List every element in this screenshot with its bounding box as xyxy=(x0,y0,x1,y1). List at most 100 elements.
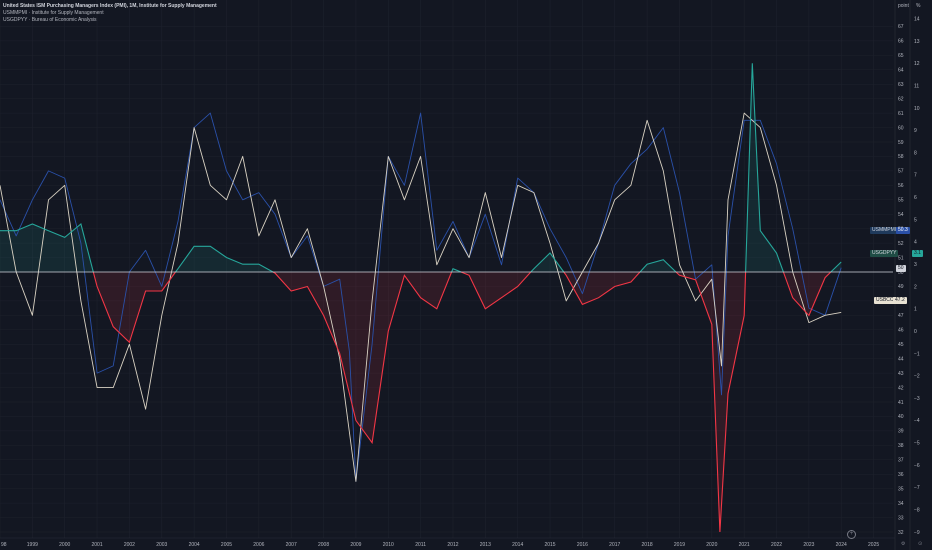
left-axis-ticks: 3233343536373839404142434445464748495051… xyxy=(898,24,904,536)
left-tick-label: 32 xyxy=(898,530,904,536)
left-tick-label: 60 xyxy=(898,125,904,131)
right-tick-label: 5 xyxy=(914,217,917,223)
left-tick-label: 39 xyxy=(898,429,904,435)
pmi-series-line xyxy=(0,112,842,482)
x-tick-label: 2016 xyxy=(577,542,588,548)
legend-title: United States ISM Purchasing Managers In… xyxy=(3,3,217,9)
left-tick-label: 52 xyxy=(898,241,904,247)
pmi-name-tag: USMMPMI xyxy=(870,227,899,234)
x-tick-label: 2002 xyxy=(124,542,135,548)
x-tick-label: 2013 xyxy=(480,542,491,548)
right-tick-label: 2 xyxy=(914,284,917,290)
x-tick-label: 2001 xyxy=(92,542,103,548)
add-plus-button[interactable]: + xyxy=(847,530,856,539)
x-tick-label: 2019 xyxy=(674,542,685,548)
legend-series-pmi: USMMPMI · Institute for Supply Managemen… xyxy=(3,10,104,16)
gdp-area xyxy=(0,63,842,532)
settings-gear-icon[interactable]: ⚙ xyxy=(901,541,906,547)
x-tick-label: 2009 xyxy=(350,542,361,548)
right-tick-label: −6 xyxy=(914,463,920,469)
right-tick-label: 3 xyxy=(914,262,917,268)
gdp-area-negative xyxy=(273,272,452,443)
chart-legend: United States ISM Purchasing Managers In… xyxy=(3,3,217,24)
left-tick-label: 37 xyxy=(898,458,904,464)
right-tick-label: 8 xyxy=(914,150,917,156)
left-tick-label: 55 xyxy=(898,198,904,204)
right-tick-label: 1 xyxy=(914,307,917,313)
left-tick-label: 51 xyxy=(898,255,904,261)
left-tick-label: 34 xyxy=(898,501,904,507)
left-tick-label: 65 xyxy=(898,53,904,59)
left-tick-label: 59 xyxy=(898,140,904,146)
right-tick-label: −5 xyxy=(914,441,920,447)
x-tick-label: 2008 xyxy=(318,542,329,548)
x-tick-label: 2007 xyxy=(286,542,297,548)
x-tick-label: 2000 xyxy=(59,542,70,548)
gdp-line-positive xyxy=(530,252,565,273)
cli-series-line xyxy=(0,112,842,482)
gdp-line-negative xyxy=(92,271,176,344)
right-tick-label: −1 xyxy=(914,351,920,357)
x-tick-label: 2022 xyxy=(771,542,782,548)
gdp-line-positive xyxy=(175,245,274,273)
x-tick-label: 2023 xyxy=(803,542,814,548)
x-tick-label: 2015 xyxy=(544,542,555,548)
left-tick-label: 43 xyxy=(898,371,904,377)
cli-name-tag: USBCOI xyxy=(874,297,898,304)
legend-series-gdp: USGDPYY · Bureau of Economic Analysis xyxy=(3,17,97,23)
right-tick-label: 6 xyxy=(914,195,917,201)
x-axis-ticks: 98 1999 2000 2001 2002 2003 2004 2005 2006 2007 20… xyxy=(1,542,879,548)
left-tick-label: 38 xyxy=(898,443,904,449)
right-tick-label: 12 xyxy=(914,61,920,67)
right-tick-label: 14 xyxy=(914,16,920,22)
left-tick-label: 44 xyxy=(898,356,904,362)
gdp-area-negative xyxy=(783,272,831,316)
cli-value-tag: 47.2 xyxy=(893,297,907,304)
left-tick-label: 49 xyxy=(898,284,904,290)
left-tick-label: 66 xyxy=(898,39,904,45)
right-tick-label: 13 xyxy=(914,39,920,45)
gdp-line-positive xyxy=(639,259,677,273)
gdp-area-negative xyxy=(563,272,640,305)
left-tick-label: 41 xyxy=(898,400,904,406)
gdp-area-negative xyxy=(461,272,531,309)
right-tick-label: 0 xyxy=(914,329,917,335)
gdp-line-negative xyxy=(675,271,747,533)
right-scale-label[interactable]: % xyxy=(916,3,921,9)
gdp-line-negative xyxy=(782,271,832,317)
left-tick-label: 58 xyxy=(898,154,904,160)
right-tick-label: −8 xyxy=(914,507,920,513)
gdp-area-positive xyxy=(530,253,564,272)
left-tick-label: 47 xyxy=(898,313,904,319)
x-tick-label: 2005 xyxy=(221,542,232,548)
left-scale-label[interactable]: point xyxy=(898,3,909,9)
right-tick-label: 4 xyxy=(914,240,917,246)
left-tick-label: 50 xyxy=(898,270,904,276)
right-tick-label: 7 xyxy=(914,173,917,179)
gdp-value-tag: 3.1 xyxy=(912,250,923,257)
right-tick-label: −3 xyxy=(914,396,920,402)
gdp-line-positive xyxy=(0,223,94,273)
reference-value-tag: 50 xyxy=(896,265,906,272)
gdp-line-negative xyxy=(563,271,641,306)
gdp-area-positive xyxy=(175,246,273,272)
x-tick-label: 1999 xyxy=(27,542,38,548)
x-tick-label: 2025 xyxy=(868,542,879,548)
gdp-name-tag: USGDPYY xyxy=(870,250,899,257)
left-tick-label: 54 xyxy=(898,212,904,218)
x-tick-label: 2017 xyxy=(609,542,620,548)
gdp-line-positive xyxy=(830,261,842,273)
auto-scale-icon[interactable]: ⊙ xyxy=(918,541,923,547)
gdp-line-negative xyxy=(460,271,532,310)
right-tick-label: −2 xyxy=(914,374,920,380)
x-tick-label: 2014 xyxy=(512,542,523,548)
right-tick-label: −7 xyxy=(914,485,920,491)
left-tick-label: 56 xyxy=(898,183,904,189)
x-tick-label: 2010 xyxy=(383,542,394,548)
x-tick-label: 2006 xyxy=(253,542,264,548)
left-tick-label: 42 xyxy=(898,385,904,391)
gdp-area-positive xyxy=(640,259,676,272)
gdp-line-negative xyxy=(272,271,453,445)
right-tick-label: −9 xyxy=(914,530,920,536)
